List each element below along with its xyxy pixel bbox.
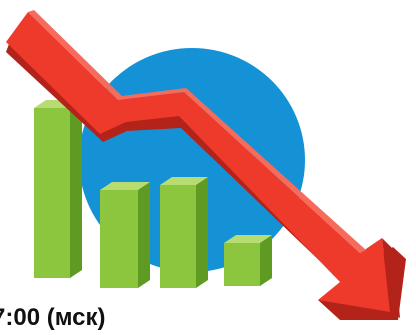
green-3d-bar-icon: [224, 235, 272, 286]
green-3d-bar-icon: [100, 182, 150, 288]
time-caption: 7:00 (мск): [0, 304, 106, 331]
green-3d-bar-icon: [34, 100, 82, 278]
red-falling-arrow-icon: [6, 10, 406, 320]
green-3d-bar-icon: [160, 177, 208, 288]
